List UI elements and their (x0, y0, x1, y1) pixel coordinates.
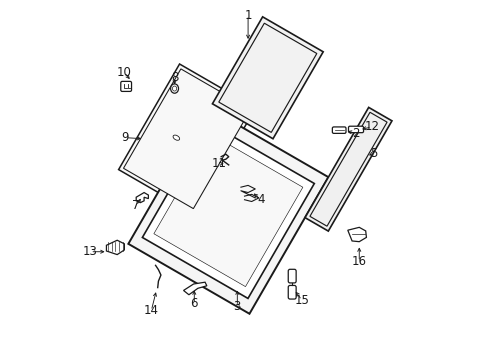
Text: 11: 11 (211, 157, 226, 170)
Polygon shape (154, 134, 302, 287)
Text: 14: 14 (143, 305, 159, 318)
FancyBboxPatch shape (287, 269, 296, 283)
Text: 13: 13 (82, 245, 98, 258)
Polygon shape (309, 112, 386, 226)
Polygon shape (123, 69, 250, 209)
Text: 3: 3 (233, 300, 241, 313)
FancyBboxPatch shape (121, 81, 131, 91)
Polygon shape (347, 227, 366, 242)
Polygon shape (218, 23, 316, 132)
Text: 4: 4 (256, 193, 264, 206)
Polygon shape (183, 282, 206, 295)
Text: 6: 6 (190, 297, 198, 310)
Text: 10: 10 (117, 66, 132, 79)
Polygon shape (119, 64, 255, 213)
Text: 7: 7 (132, 199, 140, 212)
Text: 5: 5 (369, 147, 377, 159)
FancyBboxPatch shape (332, 127, 346, 134)
Polygon shape (305, 107, 391, 231)
Text: 8: 8 (170, 71, 178, 84)
Polygon shape (128, 107, 328, 314)
Polygon shape (136, 193, 148, 203)
FancyBboxPatch shape (287, 285, 296, 299)
Ellipse shape (170, 84, 178, 93)
Ellipse shape (172, 86, 176, 91)
Text: 16: 16 (351, 255, 366, 268)
FancyBboxPatch shape (348, 126, 363, 133)
Ellipse shape (173, 135, 179, 140)
Text: 2: 2 (351, 127, 359, 140)
Text: 15: 15 (294, 294, 309, 307)
Polygon shape (106, 240, 124, 255)
Polygon shape (142, 122, 314, 298)
Text: 1: 1 (244, 9, 251, 22)
Text: 12: 12 (364, 121, 379, 134)
Text: 9: 9 (122, 131, 129, 144)
Polygon shape (212, 17, 323, 139)
